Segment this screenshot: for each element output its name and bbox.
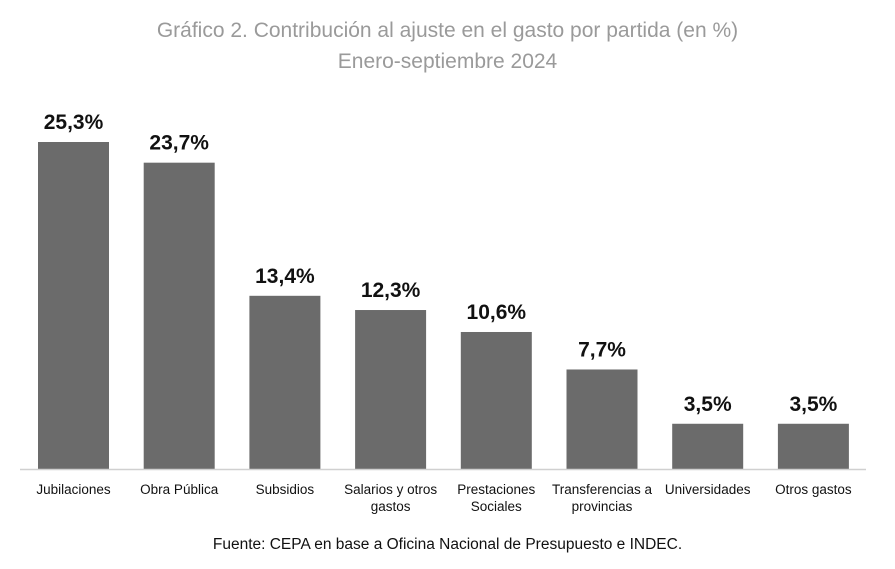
category-label: Prestaciones [457,482,535,497]
data-label: 12,3% [361,279,421,302]
category-label: provincias [572,499,633,514]
data-label: 25,3% [44,111,104,134]
bar [249,295,321,469]
bar [460,331,532,469]
bar [143,162,215,469]
data-label: 23,7% [149,132,209,155]
source-note: Fuente: CEPA en base a Oficina Nacional … [212,536,683,553]
bar [777,423,849,469]
category-label: gastos [371,499,411,514]
data-label: 3,5% [789,393,837,416]
data-label: 13,4% [255,265,315,288]
bar [38,142,109,469]
data-label: 10,6% [467,301,527,324]
bar [566,369,638,469]
bar [672,423,744,469]
category-label: Transferencias a [552,482,653,497]
category-label: Sociales [471,499,522,514]
category-label: Universidades [665,482,751,497]
category-label: Subsidios [256,482,315,497]
bar [355,310,427,469]
data-label: 3,5% [684,393,732,416]
chart-title: Gráfico 2. Contribución al ajuste en el … [156,19,739,42]
category-label: Obra Pública [140,482,219,497]
chart-subtitle: Enero-septiembre 2024 [337,50,558,73]
category-label: Otros gastos [775,482,852,497]
category-label: Salarios y otros [344,482,437,497]
category-label: Jubilaciones [36,482,111,497]
data-label: 7,7% [578,338,626,361]
bar-chart: 25,3% Jubilaciones 23,7% Obra Pública 13,4% S… [20,111,866,514]
